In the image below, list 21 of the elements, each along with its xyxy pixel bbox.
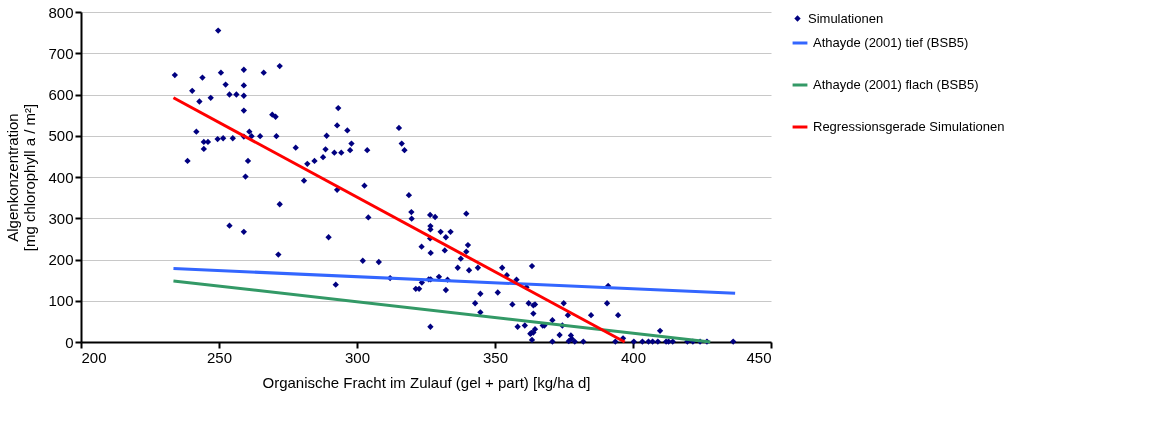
legend-label: Athayde (2001) tief (BSB5) <box>813 35 969 50</box>
x-tick-label: 200 <box>81 348 107 366</box>
y-tick-label: 300 <box>48 209 74 227</box>
x-tick-label: 350 <box>482 348 509 366</box>
y-tick-label: 600 <box>48 86 74 103</box>
y-tick-label: 400 <box>48 168 74 186</box>
y-tick-label: 200 <box>48 251 74 268</box>
y-tick-label: 100 <box>48 292 74 310</box>
x-tick-label: 250 <box>206 348 233 366</box>
y-tick-label: 0 <box>65 333 74 351</box>
x-tick-label: 300 <box>344 348 371 366</box>
legend-label: Athayde (2001) flach (BSB5) <box>813 77 979 92</box>
legend-label: Simulationen <box>808 10 884 26</box>
y-tick-label: 500 <box>48 127 74 145</box>
x-tick-label: 400 <box>620 348 647 366</box>
y-axis-title: Algenkonzentration [mg chlorophyll a / m²] <box>4 103 39 252</box>
legend-label: Regressionsgerade Simulationen <box>813 119 1005 134</box>
x-tick-label: 450 <box>746 348 772 366</box>
y-tick-label: 800 <box>48 3 74 21</box>
y-tick-label: 700 <box>48 44 74 62</box>
x-axis-title: Organische Fracht im Zulauf (gel + part) [kg/ha d] <box>262 373 591 391</box>
